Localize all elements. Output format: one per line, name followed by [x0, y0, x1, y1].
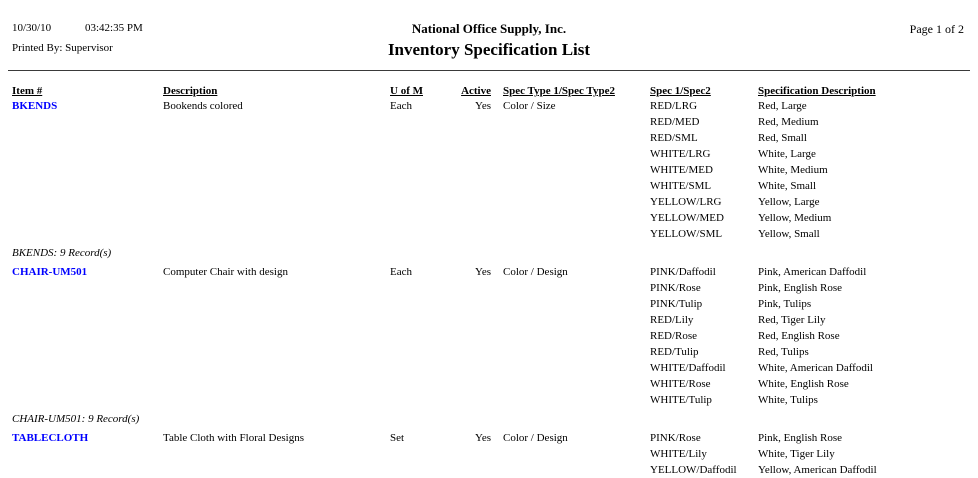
uofm-value: Each: [390, 100, 412, 112]
spec-code: PINK/Daffodil: [650, 266, 716, 278]
column-header-spec-description: Specification Description: [758, 85, 876, 97]
spec-row: YELLOW/LRG Yellow, Large: [0, 194, 978, 210]
spec-code: RED/SML: [650, 132, 698, 144]
spec-code: WHITE/Lily: [650, 448, 707, 460]
spec-row: RED/SML Red, Small: [0, 130, 978, 146]
page-number: Page 1 of 2: [909, 22, 964, 36]
spec-description: Red, Medium: [758, 116, 819, 128]
spec-code: RED/Tulip: [650, 346, 699, 358]
spec-description: Red, Tiger Lily: [758, 314, 826, 326]
spec-description: Red, Large: [758, 100, 807, 112]
spec-row: WHITE/Tulip White, Tulips: [0, 392, 978, 408]
item-description: Table Cloth with Floral Designs: [163, 432, 304, 444]
spec-description: Red, Tulips: [758, 346, 809, 358]
report-date: 10/30/10: [12, 22, 52, 34]
spec-code: RED/MED: [650, 116, 700, 128]
spec-description: White, Medium: [758, 164, 828, 176]
spec-description: Yellow, Small: [758, 228, 820, 240]
spec-code: WHITE/Rose: [650, 378, 711, 390]
spec-code: WHITE/MED: [650, 164, 713, 176]
spec-row: WHITE/Lily White, Tiger Lily: [0, 446, 978, 462]
spec-description: White, Tulips: [758, 394, 818, 406]
spec-row: RED/Rose Red, English Rose: [0, 328, 978, 344]
spec-row: WHITE/SML White, Small: [0, 178, 978, 194]
item-number-link[interactable]: TABLECLOTH: [12, 432, 89, 444]
report-time: 03:42:35 PM: [85, 22, 143, 34]
column-header-uofm: U of M: [390, 85, 423, 97]
spec-type-value: Color / Size: [503, 100, 556, 112]
column-header-item: Item #: [12, 85, 43, 97]
spec-code: RED/LRG: [650, 100, 698, 112]
report-title: Inventory Specification List: [387, 40, 591, 59]
active-value: Yes: [474, 100, 491, 112]
spec-row: PINK/Rose Pink, English Rose: [0, 280, 978, 296]
spec-description: White, Large: [758, 148, 816, 160]
item-description: Computer Chair with design: [163, 266, 288, 278]
spec-code: PINK/Tulip: [650, 298, 703, 310]
spec-description: Yellow, American Daffodil: [758, 464, 877, 476]
spec-code: PINK/Rose: [650, 282, 701, 294]
item-description: Bookends colored: [163, 100, 243, 112]
spec-description: White, English Rose: [758, 378, 849, 390]
uofm-value: Set: [390, 432, 405, 444]
active-value: Yes: [474, 432, 491, 444]
spec-code: WHITE/LRG: [650, 148, 711, 160]
spec-row: YELLOW/MED Yellow, Medium: [0, 210, 978, 226]
column-header-row: Item # Description U of M Active Spec Ty…: [0, 83, 978, 99]
spec-row: WHITE/MED White, Medium: [0, 162, 978, 178]
spec-row: RED/Lily Red, Tiger Lily: [0, 312, 978, 328]
spec-description: Yellow, Large: [758, 196, 820, 208]
spec-description: White, Small: [758, 180, 817, 192]
header-divider: [8, 70, 970, 71]
spec-row: RED/MED Red, Medium: [0, 114, 978, 130]
spec-description: Yellow, Medium: [758, 212, 832, 224]
spec-code: PINK/Rose: [650, 432, 701, 444]
spec-description: Pink, American Daffodil: [758, 266, 867, 278]
spec-row: WHITE/LRG White, Large: [0, 146, 978, 162]
column-header-active: Active: [461, 85, 491, 97]
spec-description: Red, Small: [758, 132, 807, 144]
spec-code: WHITE/Tulip: [650, 394, 712, 406]
spec-type-value: Color / Design: [503, 266, 568, 278]
spec-code: WHITE/Daffodil: [650, 362, 726, 374]
spec-description: Pink, English Rose: [758, 432, 843, 444]
group-record-count: BKENDS: 9 Record(s): [12, 247, 112, 259]
spec-code: WHITE/SML: [650, 180, 712, 192]
uofm-value: Each: [390, 266, 412, 278]
item-row: CHAIR-UM501 Computer Chair with design Eac…: [0, 264, 978, 280]
printed-by-label: Printed By: Supervisor: [12, 42, 113, 54]
active-value: Yes: [474, 266, 491, 278]
spec-description: White, American Daffodil: [758, 362, 873, 374]
column-header-spec-type: Spec Type 1/Spec Type2: [503, 85, 615, 97]
spec-code: RED/Rose: [650, 330, 698, 342]
spec-row: RED/Tulip Red, Tulips: [0, 344, 978, 360]
item-row: TABLECLOTH Table Cloth with Floral Design…: [0, 430, 978, 446]
spec-description: Red, English Rose: [758, 330, 840, 342]
spec-row: WHITE/Rose White, English Rose: [0, 376, 978, 392]
spec-code: YELLOW/SML: [650, 228, 723, 240]
spec-row: YELLOW/SML Yellow, Small: [0, 226, 978, 242]
spec-type-value: Color / Design: [503, 432, 568, 444]
spec-code: YELLOW/LRG: [650, 196, 722, 208]
spec-code: YELLOW/Daffodil: [650, 464, 737, 476]
item-number-link[interactable]: CHAIR-UM501: [12, 266, 88, 278]
spec-row: YELLOW/Daffodil Yellow, American Daffodil: [0, 462, 978, 478]
spec-code: RED/Lily: [650, 314, 694, 326]
spec-description: White, Tiger Lily: [758, 448, 835, 460]
spec-description: Pink, English Rose: [758, 282, 843, 294]
spec-row: PINK/Tulip Pink, Tulips: [0, 296, 978, 312]
column-header-spec: Spec 1/Spec2: [650, 85, 711, 97]
spec-description: Pink, Tulips: [758, 298, 812, 310]
item-row: BKENDS Bookends colored Each Yes Color / Siz…: [0, 98, 978, 114]
spec-code: YELLOW/MED: [650, 212, 724, 224]
spec-row: WHITE/Daffodil White, American Daffodil: [0, 360, 978, 376]
company-name: National Office Supply, Inc.: [411, 21, 567, 36]
group-record-count: CHAIR-UM501: 9 Record(s): [12, 413, 140, 425]
column-header-description: Description: [163, 85, 218, 97]
report-body: BKENDS Bookends colored Each Yes Color / Siz…: [0, 98, 978, 478]
item-number-link[interactable]: BKENDS: [12, 100, 58, 112]
